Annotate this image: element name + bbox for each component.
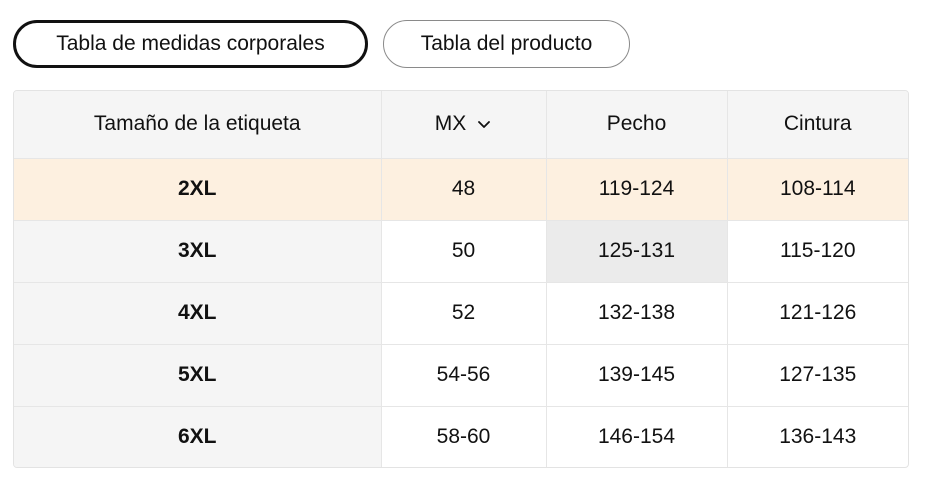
cell-region: 50 [381, 220, 547, 283]
cell-waist: 121-126 [727, 282, 908, 345]
tab-body-measurements[interactable]: Tabla de medidas corporales [13, 20, 368, 68]
header-chest: Pecho [546, 91, 728, 159]
cell-chest: 139-145 [546, 344, 728, 407]
table-row[interactable]: 4XL 52 132-138 121-126 [14, 282, 908, 345]
size-chart: Tamaño de la etiqueta MX Pecho Cintura 2… [13, 90, 909, 468]
cell-size: 6XL [14, 406, 382, 467]
table-row[interactable]: 5XL 54-56 139-145 127-135 [14, 344, 908, 407]
region-label: MX [434, 112, 467, 136]
table-header-row: Tamaño de la etiqueta MX Pecho Cintura [14, 91, 908, 159]
cell-region: 48 [381, 158, 547, 221]
cell-region: 58-60 [381, 406, 547, 467]
cell-chest: 119-124 [546, 158, 728, 221]
size-table: Tamaño de la etiqueta MX Pecho Cintura 2… [14, 91, 908, 467]
header-size: Tamaño de la etiqueta [14, 91, 382, 159]
cell-size: 3XL [14, 220, 382, 283]
cell-waist: 108-114 [727, 158, 908, 221]
cell-chest: 146-154 [546, 406, 728, 467]
cell-waist: 127-135 [727, 344, 908, 407]
region-selector[interactable]: MX [435, 112, 493, 136]
chevron-down-icon [478, 121, 491, 129]
header-region[interactable]: MX [381, 91, 547, 159]
cell-waist: 136-143 [779, 425, 857, 449]
cell-size: 5XL [14, 344, 382, 407]
cell-region: 52 [381, 282, 547, 345]
tab-product-measurements[interactable]: Tabla del producto [383, 20, 630, 68]
table-row[interactable]: 2XL 48 119-124 108-114 [14, 158, 908, 221]
header-waist: Cintura [727, 91, 908, 159]
cell-waist: 115-120 [727, 220, 908, 283]
table-row[interactable]: 3XL 50 125-131 115-120 [14, 220, 908, 283]
cell-region: 54-56 [381, 344, 547, 407]
cell-chest: 125-131 [546, 220, 728, 283]
cell-chest: 132-138 [546, 282, 728, 345]
table-row[interactable]: 6XL 58-60 146-154 136-143 [14, 406, 908, 467]
cell-size: 2XL [14, 158, 382, 221]
cell-size: 4XL [14, 282, 382, 345]
tab-bar: Tabla de medidas corporales Tabla del pr… [13, 20, 630, 68]
